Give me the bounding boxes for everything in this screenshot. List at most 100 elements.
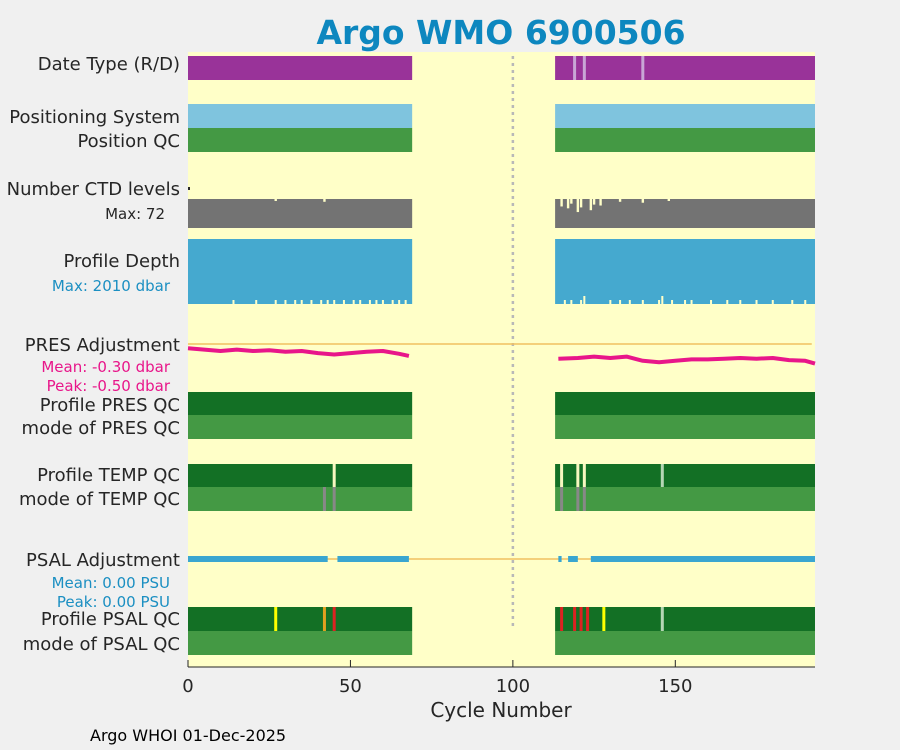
profile-psal-qc-bar (188, 607, 413, 631)
mode-of-temp-qc-flag (332, 487, 336, 511)
x-tick-label: 100 (496, 676, 530, 697)
profile-psal-qc-flag (274, 607, 278, 631)
profile-psal-qc-flag (560, 607, 564, 631)
profile-depth-bar (188, 239, 413, 304)
profile-depth-dip (726, 300, 729, 304)
profile-depth-dip (310, 300, 313, 304)
profile-depth-peak (583, 296, 586, 304)
label-mode-pres-qc: mode of PRES QC (22, 418, 180, 439)
positioning-system-bar (555, 104, 815, 128)
ctd-levels-dip (560, 199, 563, 207)
profile-depth-dip (284, 300, 287, 304)
psal-adjustment-bar (188, 556, 328, 562)
label-ctd-max: Max: 72 (105, 205, 165, 223)
ctd-levels-dip (323, 199, 326, 202)
profile-depth-dip (570, 300, 573, 304)
pres-adjustment-line (558, 354, 816, 366)
mode-of-psal-qc-bar (188, 631, 413, 655)
profile-depth-dip (381, 300, 384, 304)
profile-pres-qc-bar (188, 392, 413, 415)
profile-depth-dip (352, 300, 355, 304)
label-profile-temp-qc: Profile TEMP QC (37, 465, 180, 486)
profile-psal-qc-flag (586, 607, 590, 631)
profile-depth-dip (755, 300, 758, 304)
label-ctd-levels: Number CTD levels (7, 179, 180, 200)
psal-adjustment-bar (568, 556, 578, 562)
profile-depth-dip (300, 300, 303, 304)
profile-temp-qc-flag (576, 464, 580, 487)
ctd-levels-dip (566, 199, 570, 209)
profile-psal-qc-flag (332, 607, 336, 631)
date-type-flag (582, 56, 586, 80)
profile-depth-dip (739, 300, 742, 304)
ctd-levels-dip (599, 199, 602, 206)
psal-adjustment-bar (590, 556, 815, 562)
label-position-qc: Position QC (77, 131, 180, 152)
x-tick-label: 0 (182, 676, 193, 697)
profile-depth-dip (619, 300, 622, 304)
ctd-levels-dip (579, 199, 583, 208)
mode-of-pres-qc-bar (188, 415, 413, 439)
x-tick-label: 50 (339, 676, 362, 697)
label-pres-adjustment: PRES Adjustment (25, 335, 180, 356)
profile-psal-qc-flag (579, 607, 583, 631)
ctd-levels-dip (592, 199, 596, 205)
x-axis-ticks: 0 50 100 150 (182, 660, 692, 697)
mode-of-pres-qc-bar (555, 415, 815, 439)
label-positioning-system: Positioning System (9, 107, 180, 128)
profile-pres-qc-bar (555, 392, 815, 415)
label-date-type: Date Type (R/D) (38, 54, 180, 75)
ctd-levels-dip (618, 199, 622, 202)
profile-depth-peak (661, 296, 664, 304)
label-mode-temp-qc: mode of TEMP QC (19, 489, 180, 510)
pres-adjustment-line (187, 346, 410, 358)
row-labels: Date Type (R/D) Positioning System Posit… (7, 54, 180, 655)
label-profile-psal-qc: Profile PSAL QC (41, 609, 180, 630)
profile-depth-dip (391, 300, 394, 304)
profile-depth-dip (375, 300, 378, 304)
profile-psal-qc-bar (555, 607, 815, 631)
profile-temp-qc-flag (332, 464, 336, 487)
profile-depth-dip (791, 300, 794, 304)
mode-of-temp-qc-bar (555, 487, 815, 511)
profile-depth-bar (555, 239, 815, 304)
positioning-system-bar (188, 104, 413, 128)
profile-depth-dip (320, 300, 323, 304)
label-mode-psal-qc: mode of PSAL QC (23, 634, 180, 655)
ctd-levels-dip (589, 199, 593, 211)
ctd-levels-dip (667, 199, 671, 201)
label-profile-depth: Profile Depth (63, 251, 180, 272)
ctd-levels-bar (188, 199, 413, 228)
profile-depth-dip (690, 300, 693, 304)
profile-psal-qc-flag (602, 607, 606, 631)
profile-depth-dip (404, 300, 407, 304)
ctd-levels-dip (641, 199, 645, 203)
profile-psal-qc-flag (573, 607, 577, 631)
chart-marks (187, 56, 816, 655)
profile-depth-dip (563, 300, 566, 304)
profile-psal-qc-flag (660, 607, 664, 631)
profile-temp-qc-flag (582, 464, 586, 487)
ctd-levels-outlier (188, 187, 190, 190)
position-qc-bar (555, 128, 815, 152)
ctd-levels-dip (570, 199, 573, 204)
label-psal-mean: Mean: 0.00 PSU (52, 574, 170, 592)
profile-depth-dip (326, 300, 329, 304)
ctd-levels-dip (576, 199, 580, 213)
profile-depth-dip (658, 300, 661, 304)
label-pres-peak: Peak: -0.50 dbar (47, 377, 171, 395)
mode-of-temp-qc-flag (322, 487, 326, 511)
x-tick-label: 150 (658, 676, 692, 697)
profile-depth-dip (641, 300, 644, 304)
date-type-flag (573, 56, 577, 80)
profile-temp-qc-bar (555, 464, 815, 487)
chart-title: Argo WMO 6900506 (316, 13, 685, 52)
profile-depth-dip (804, 300, 807, 304)
profile-depth-dip (628, 300, 631, 304)
profile-depth-dip (684, 300, 687, 304)
date-type-flag (641, 56, 645, 80)
mode-of-temp-qc-flag (582, 487, 586, 511)
profile-depth-dip (342, 300, 345, 304)
label-depth-max: Max: 2010 dbar (52, 277, 171, 295)
